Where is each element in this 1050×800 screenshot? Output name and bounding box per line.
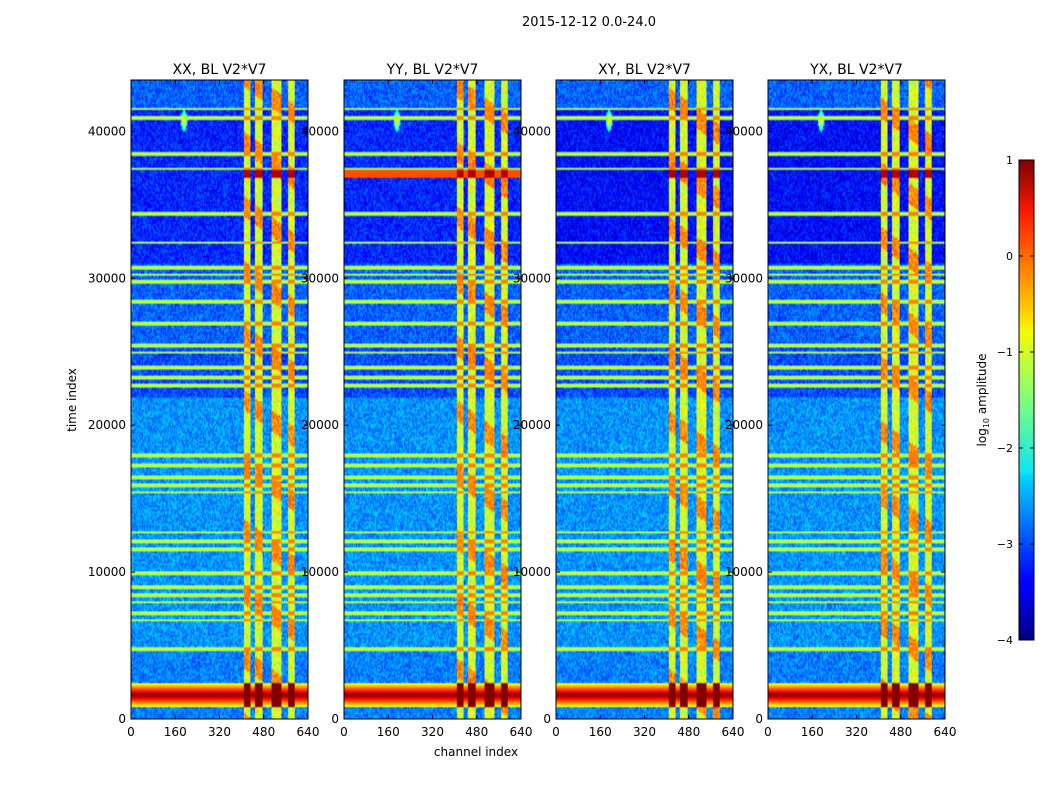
y-tick-label: 20000 xyxy=(88,418,126,432)
colorbar-tick-label: −2 xyxy=(997,442,1013,455)
y-tick-label: 10000 xyxy=(513,565,551,579)
heatmap-image-yx xyxy=(768,80,945,719)
y-tick-label: 30000 xyxy=(301,271,339,285)
x-tick-label: 320 xyxy=(633,725,656,739)
heatmap-image-xy xyxy=(556,80,733,719)
panel-xy: XY, BL V2*V7 0 160 320 480 640 0 10000 20000 3000… xyxy=(513,62,745,739)
x-tick-label: 480 xyxy=(677,725,700,739)
x-tick-label: 480 xyxy=(465,725,488,739)
panel-title: XY, BL V2*V7 xyxy=(598,62,691,78)
y-tick-label: 20000 xyxy=(513,418,551,432)
panel-title: YX, BL V2*V7 xyxy=(809,62,903,78)
x-tick-label: 320 xyxy=(845,725,868,739)
y-tick-label: 10000 xyxy=(88,565,126,579)
x-tick-label: 480 xyxy=(252,725,275,739)
x-tick-label: 0 xyxy=(552,725,560,739)
panel-title: XX, BL V2*V7 xyxy=(173,62,267,78)
x-tick-label: 0 xyxy=(764,725,772,739)
y-tick-label: 40000 xyxy=(301,124,339,138)
x-tick-label: 160 xyxy=(801,725,824,739)
x-tick-label: 160 xyxy=(377,725,400,739)
y-tick-label: 10000 xyxy=(725,565,763,579)
x-tick-label: 640 xyxy=(934,725,957,739)
heatmap-image-yy xyxy=(344,80,521,719)
colorbar-tick-label: −4 xyxy=(997,634,1013,647)
x-axis-label: channel index xyxy=(434,745,518,759)
y-axis-label: time index xyxy=(65,368,79,432)
x-tick-label: 640 xyxy=(722,725,745,739)
y-tick-label: 30000 xyxy=(725,271,763,285)
x-tick-label: 320 xyxy=(421,725,444,739)
y-tick-label: 0 xyxy=(755,712,763,726)
panel-title: YY, BL V2*V7 xyxy=(386,62,479,78)
y-tick-label: 20000 xyxy=(725,418,763,432)
x-tick-label: 160 xyxy=(589,725,612,739)
panel-yx: YX, BL V2*V7 0 160 320 480 640 0 10000 20000 3000… xyxy=(725,62,957,739)
heatmap-image-xx xyxy=(131,80,308,719)
colorbar-label: log10 amplitude xyxy=(975,354,991,447)
colorbar-tick-label: 0 xyxy=(1006,250,1013,263)
x-tick-label: 480 xyxy=(889,725,912,739)
colorbar-tick-label: 1 xyxy=(1006,154,1013,167)
colorbar-tick-label: −1 xyxy=(997,346,1013,359)
y-tick-label: 10000 xyxy=(301,565,339,579)
y-tick-label: 0 xyxy=(543,712,551,726)
x-tick-label: 0 xyxy=(127,725,135,739)
colorbar-gradient xyxy=(1018,159,1035,641)
y-tick-label: 20000 xyxy=(301,418,339,432)
y-tick-label: 30000 xyxy=(88,271,126,285)
y-tick-label: 0 xyxy=(331,712,339,726)
x-tick-label: 640 xyxy=(297,725,320,739)
y-tick-label: 40000 xyxy=(513,124,551,138)
x-tick-label: 160 xyxy=(164,725,187,739)
x-tick-label: 0 xyxy=(340,725,348,739)
colorbar: 1 0 −1 −2 −3 −4 log10 amplitude xyxy=(975,154,1035,647)
y-tick-label: 30000 xyxy=(513,271,551,285)
y-tick-label: 40000 xyxy=(88,124,126,138)
panel-yy: YY, BL V2*V7 0 160 320 480 640 0 10000 20000 3000… xyxy=(301,62,533,739)
y-tick-label: 40000 xyxy=(725,124,763,138)
panel-xx: XX, BL V2*V7 0 160 320 480 640 0 10000 20000 3000… xyxy=(88,62,320,739)
colorbar-tick-label: −3 xyxy=(997,538,1013,551)
figure-suptitle: 2015-12-12 0.0-24.0 xyxy=(522,15,656,30)
x-tick-label: 640 xyxy=(510,725,533,739)
y-tick-label: 0 xyxy=(118,712,126,726)
x-tick-label: 320 xyxy=(208,725,231,739)
